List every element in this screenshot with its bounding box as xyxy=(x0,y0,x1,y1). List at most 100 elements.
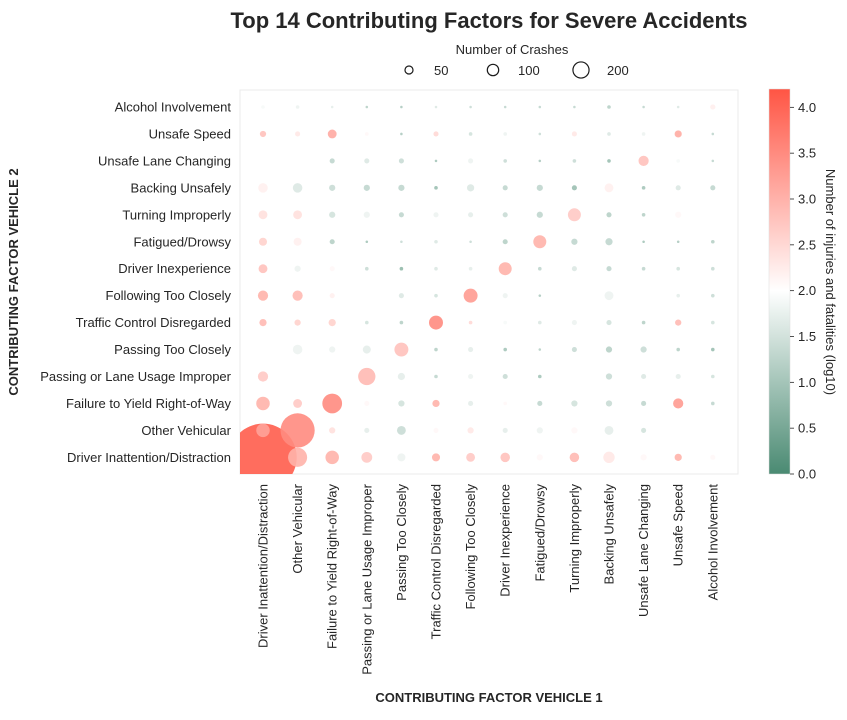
bubble-point xyxy=(536,211,543,218)
bubble-point xyxy=(322,393,343,414)
bubble-point xyxy=(503,401,508,406)
bubble-point xyxy=(329,211,336,218)
bubble-point xyxy=(538,132,542,136)
bubble-point xyxy=(259,318,267,327)
bubble-point xyxy=(571,266,577,272)
bubble-point xyxy=(295,105,300,109)
bubble-point xyxy=(641,320,646,325)
bubble-point xyxy=(468,266,473,271)
bubble-point xyxy=(398,400,405,407)
bubble-point xyxy=(502,373,508,380)
size-legend-label: 100 xyxy=(518,63,540,78)
bubble-point xyxy=(711,159,715,163)
bubble-point xyxy=(502,185,508,191)
bubble-point xyxy=(503,105,507,109)
bubble-point xyxy=(362,345,371,354)
bubble-point xyxy=(434,239,438,244)
bubble-point xyxy=(327,129,337,139)
bubble-point xyxy=(398,293,404,299)
bubble-point xyxy=(466,184,475,192)
bubble-point xyxy=(258,183,268,193)
bubble-point xyxy=(325,450,339,465)
bubble-point xyxy=(399,266,404,271)
bubble-point xyxy=(676,347,680,352)
bubble-point xyxy=(710,454,716,460)
size-legend-label: 200 xyxy=(607,63,629,78)
bubble-point xyxy=(641,293,646,298)
bubble-point xyxy=(433,427,439,433)
bubble-point xyxy=(676,240,680,244)
bubble-point xyxy=(641,132,646,136)
bubble-point xyxy=(358,367,376,386)
bubble-point xyxy=(329,346,336,353)
bubble-point xyxy=(280,413,315,448)
bubble-point xyxy=(365,132,369,136)
bubble-point xyxy=(330,105,334,109)
bubble-point xyxy=(605,346,613,353)
bubble-point xyxy=(293,237,302,246)
bubble-point xyxy=(605,238,613,246)
bubble-point xyxy=(711,347,715,352)
bubble-point xyxy=(466,452,476,462)
x-tick-label: Fatigued/Drowsy xyxy=(532,484,547,582)
bubble-point xyxy=(503,132,508,136)
bubble-point xyxy=(292,344,303,355)
bubble-point xyxy=(258,264,268,274)
x-tick-label: Backing Unsafely xyxy=(602,484,617,585)
bubble-point xyxy=(572,159,577,163)
bubble-point xyxy=(503,347,508,352)
bubble-point xyxy=(467,427,474,434)
y-tick-label: Other Vehicular xyxy=(141,423,231,438)
bubble-point xyxy=(503,159,508,163)
bubble-point xyxy=(711,132,715,136)
bubble-point xyxy=(536,184,543,191)
bubble-point xyxy=(329,184,336,191)
bubble-point xyxy=(533,235,547,249)
colorbar-tick-label: 2.5 xyxy=(798,237,816,252)
y-tick-label: Unsafe Speed xyxy=(149,126,231,141)
x-tick-label: Unsafe Lane Changing xyxy=(636,484,651,617)
bubble-point xyxy=(400,240,403,244)
y-tick-label: Turning Improperly xyxy=(122,207,231,222)
bubble-point xyxy=(711,374,715,379)
y-tick-label: Traffic Control Disregarded xyxy=(76,315,231,330)
bubble-point xyxy=(363,211,370,218)
y-tick-label: Passing Too Closely xyxy=(114,342,231,357)
bubble-point xyxy=(641,373,647,380)
bubble-point xyxy=(259,130,267,138)
bubble-point xyxy=(573,105,576,109)
bubble-point xyxy=(569,452,580,463)
y-tick-label: Following Too Closely xyxy=(106,288,232,303)
bubble-point xyxy=(642,240,645,244)
y-tick-label: Unsafe Lane Changing xyxy=(98,153,231,168)
bubble-point xyxy=(538,320,542,325)
bubble-point xyxy=(711,320,715,325)
bubble-point xyxy=(538,374,542,379)
bubble-point xyxy=(606,266,612,272)
bubble-point xyxy=(396,425,406,435)
bubble-point xyxy=(260,347,266,353)
x-tick-label: Passing Too Closely xyxy=(394,484,409,601)
bubble-point xyxy=(329,427,336,434)
bubble-point xyxy=(571,347,577,353)
bubble-point xyxy=(257,290,269,301)
bubble-point xyxy=(641,427,647,433)
bubble-point xyxy=(567,208,581,222)
x-tick-label: Alcohol Involvement xyxy=(705,484,720,601)
y-axis-title: CONTRIBUTING FACTOR VEHICLE 2 xyxy=(6,168,21,395)
bubble-point xyxy=(711,401,715,406)
x-tick-label: Turning Improperly xyxy=(567,484,582,593)
x-tick-label: Unsafe Speed xyxy=(671,484,686,566)
colorbar-tick-label: 1.0 xyxy=(798,375,816,390)
colorbar-tick-label: 0.0 xyxy=(798,467,816,482)
colorbar: 0.0 0.5 1.0 1.5 2.0 2.5 3.0 3.5 4.0 Number of in… xyxy=(768,88,838,482)
colorbar-tick-label: 3.5 xyxy=(798,146,816,161)
y-tick-label: Driver Inexperience xyxy=(118,261,231,276)
bubble-point xyxy=(537,400,543,407)
bubble-point xyxy=(571,427,578,434)
bubble-point xyxy=(711,266,715,271)
bubble-point xyxy=(434,105,438,109)
bubble-point xyxy=(571,185,577,191)
bubble-point xyxy=(538,294,542,297)
